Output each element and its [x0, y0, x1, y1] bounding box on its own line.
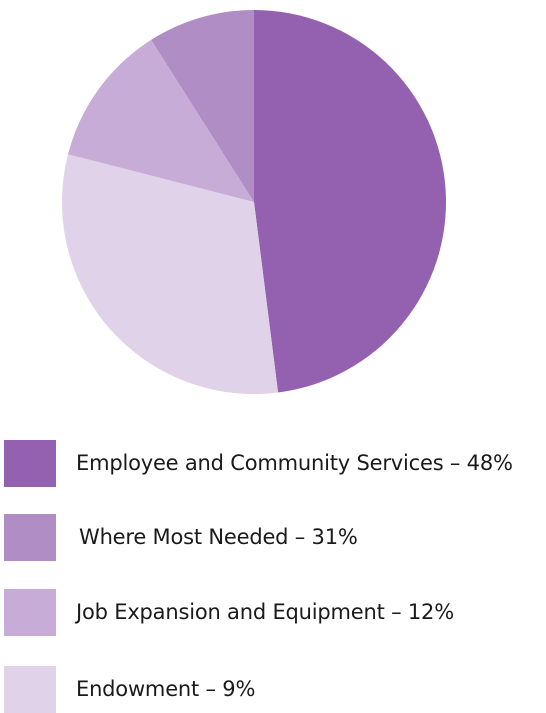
- pie-slice-2: [68, 39, 254, 202]
- pie-slice-0: [254, 10, 447, 393]
- legend-label: Endowment – 9%: [76, 677, 256, 701]
- legend-label: Where Most Needed – 31%: [79, 525, 358, 549]
- legend-item-endowment: Endowment – 9%: [4, 666, 544, 713]
- pie-slice-3: [151, 10, 254, 202]
- legend-swatch: [4, 514, 56, 561]
- legend-label: Job Expansion and Equipment – 12%: [76, 600, 454, 624]
- legend-swatch: [4, 666, 56, 713]
- legend-item-job-expansion-equipment: Job Expansion and Equipment – 12%: [4, 589, 544, 636]
- legend-swatch: [4, 589, 56, 636]
- legend-item-employee-community-services: Employee and Community Services – 48%: [4, 440, 544, 487]
- legend-swatch: [4, 440, 56, 487]
- legend-label: Employee and Community Services – 48%: [76, 451, 513, 475]
- pie-chart: [61, 10, 447, 394]
- pie-slice-1: [61, 154, 279, 394]
- legend-item-where-most-needed: Where Most Needed – 31%: [4, 514, 544, 561]
